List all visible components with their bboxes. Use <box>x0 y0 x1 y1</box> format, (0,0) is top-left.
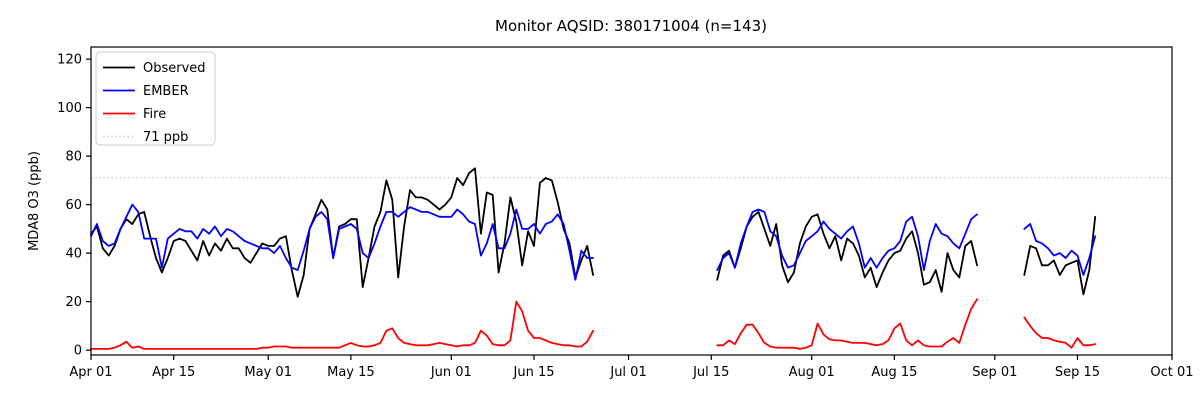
series-ember-line-segment-1 <box>90 203 594 281</box>
series-ember-line-segment-3 <box>1023 223 1097 276</box>
y-tick-label: 40 <box>65 247 82 262</box>
x-tick-label: Jul 15 <box>692 365 729 380</box>
plot-border <box>90 46 1173 356</box>
legend-label: 71 ppb <box>143 130 188 145</box>
y-tick-label: 0 <box>74 344 82 359</box>
y-tick-label: 120 <box>57 53 82 68</box>
x-tick-label: Jun 15 <box>513 365 555 380</box>
x-tick-label: Apr 01 <box>69 365 112 380</box>
series-ember-line-segment-2 <box>716 208 978 272</box>
x-tick-label: Jul 01 <box>609 365 646 380</box>
y-tick-label: 60 <box>65 198 82 213</box>
y-tick-label: 100 <box>57 101 82 116</box>
x-tick-label: Sep 01 <box>972 365 1017 380</box>
x-tick-label: Jun 01 <box>430 365 472 380</box>
legend-label: Fire <box>143 107 166 122</box>
legend-label: Observed <box>143 61 206 76</box>
series-fire-line-segment-3 <box>1023 316 1097 349</box>
legend-box <box>95 51 216 146</box>
series-fire-line-segment-2 <box>716 298 978 350</box>
y-axis-label: MDA8 O3 (ppb) <box>27 151 42 251</box>
plot-area: 0 20 40 60 80 100 120 Apr 01 Apr 15 May 01 May 15 J… <box>27 46 1194 380</box>
series-observed-line-segment-1 <box>90 167 594 298</box>
x-tick-label: Oct 01 <box>1150 365 1193 380</box>
y-tick-label: 80 <box>65 150 82 165</box>
series-observed-line-segment-3 <box>1023 215 1097 296</box>
x-tick-label: Aug 01 <box>789 365 835 380</box>
x-tick-label: Sep 15 <box>1055 365 1100 380</box>
x-tick-label: May 01 <box>244 365 292 380</box>
legend-label: EMBER <box>143 84 189 99</box>
x-tick-label: Apr 15 <box>152 365 195 380</box>
series-observed-line-segment-2 <box>716 210 978 293</box>
chart-title: Monitor AQSID: 380171004 (n=143) <box>495 17 767 35</box>
y-tick-label: 20 <box>65 295 82 310</box>
x-tick-label: May 15 <box>327 365 375 380</box>
x-tick-label: Aug 15 <box>871 365 917 380</box>
series-fire-line-segment-1 <box>90 300 594 350</box>
